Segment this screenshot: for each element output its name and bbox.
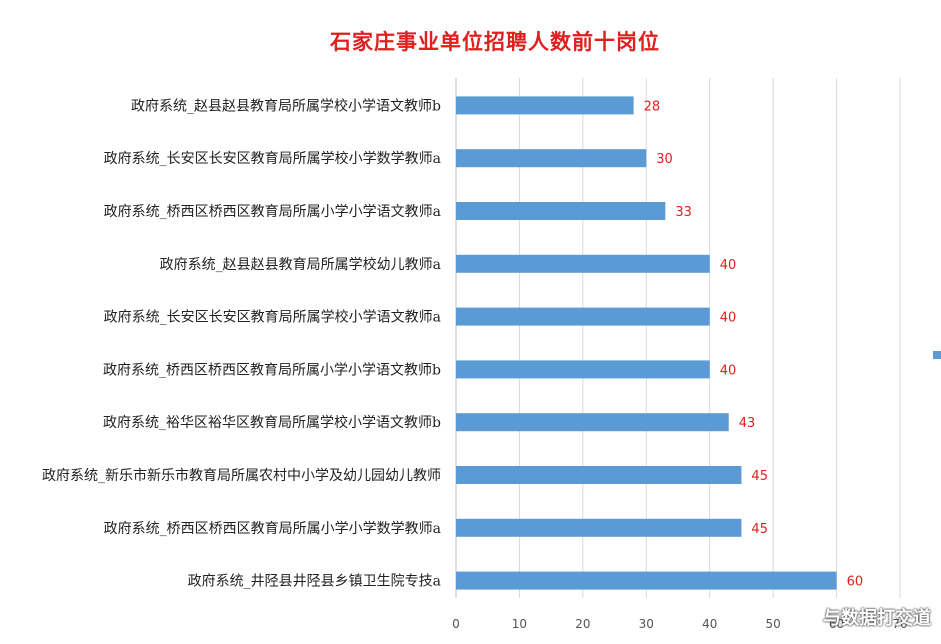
category-label: 政府系统_桥西区桥西区教育局所属小学小学语文教师a — [104, 204, 441, 220]
value-label: 60 — [847, 575, 864, 590]
value-label: 40 — [720, 363, 737, 378]
legend-marker — [933, 351, 941, 359]
x-tick-label: 30 — [639, 617, 654, 631]
x-tick-label: 70 — [892, 617, 907, 631]
value-label: 28 — [644, 99, 661, 114]
category-labels: 政府系统_赵县赵县教育局所属学校小学语文教师b 政府系统_长安区长安区教育局所属学… — [42, 97, 441, 589]
bars — [456, 96, 837, 590]
bar — [456, 96, 634, 115]
value-label: 43 — [739, 416, 756, 431]
bar — [456, 466, 742, 484]
bar — [456, 149, 647, 168]
category-label: 政府系统_赵县赵县教育局所属学校小学语文教师b — [131, 97, 441, 114]
category-label: 政府系统_赵县赵县教育局所属学校幼儿教师a — [160, 256, 441, 273]
watermark-text: 与数据打交道 — [823, 608, 931, 629]
x-tick-label: 60 — [829, 617, 844, 631]
category-label: 政府系统_井陉县井陉县乡镇卫生院专技a — [188, 574, 441, 590]
x-axis-ticks: 0 10 20 30 40 50 60 70 — [452, 617, 907, 631]
x-tick-label: 50 — [766, 617, 781, 631]
x-tick-label: 40 — [702, 617, 717, 631]
value-label: 40 — [720, 258, 737, 273]
category-label: 政府系统_长安区长安区教育局所属学校小学语文教师a — [104, 309, 441, 326]
bar — [456, 413, 729, 432]
category-label: 政府系统_桥西区桥西区教育局所属小学小学语文教师b — [103, 362, 441, 378]
category-label: 政府系统_桥西区桥西区教育局所属小学小学数学教师a — [104, 521, 441, 537]
bar — [456, 518, 742, 537]
value-label: 30 — [656, 152, 673, 167]
x-tick-label: 0 — [452, 617, 460, 631]
bar — [456, 307, 710, 326]
value-labels: 28 30 33 40 40 40 43 45 45 60 — [644, 99, 864, 589]
chart-title: 石家庄事业单位招聘人数前十岗位 — [330, 29, 660, 54]
value-label: 33 — [675, 205, 692, 220]
bar — [456, 202, 666, 220]
x-tick-label: 20 — [575, 617, 590, 631]
category-label: 政府系统_新乐市新乐市教育局所属农村中小学及幼儿园幼儿教师 — [42, 467, 441, 484]
value-label: 40 — [720, 311, 737, 326]
value-label: 45 — [751, 522, 768, 537]
bar — [456, 571, 837, 590]
category-label: 政府系统_长安区长安区教育局所属学校小学数学教师a — [104, 150, 441, 167]
x-tick-label: 10 — [512, 617, 527, 631]
category-label: 政府系统_裕华区裕华区教育局所属学校小学语文教师b — [103, 414, 441, 431]
bar — [456, 360, 710, 379]
bar — [456, 254, 710, 273]
value-label: 45 — [751, 469, 768, 484]
